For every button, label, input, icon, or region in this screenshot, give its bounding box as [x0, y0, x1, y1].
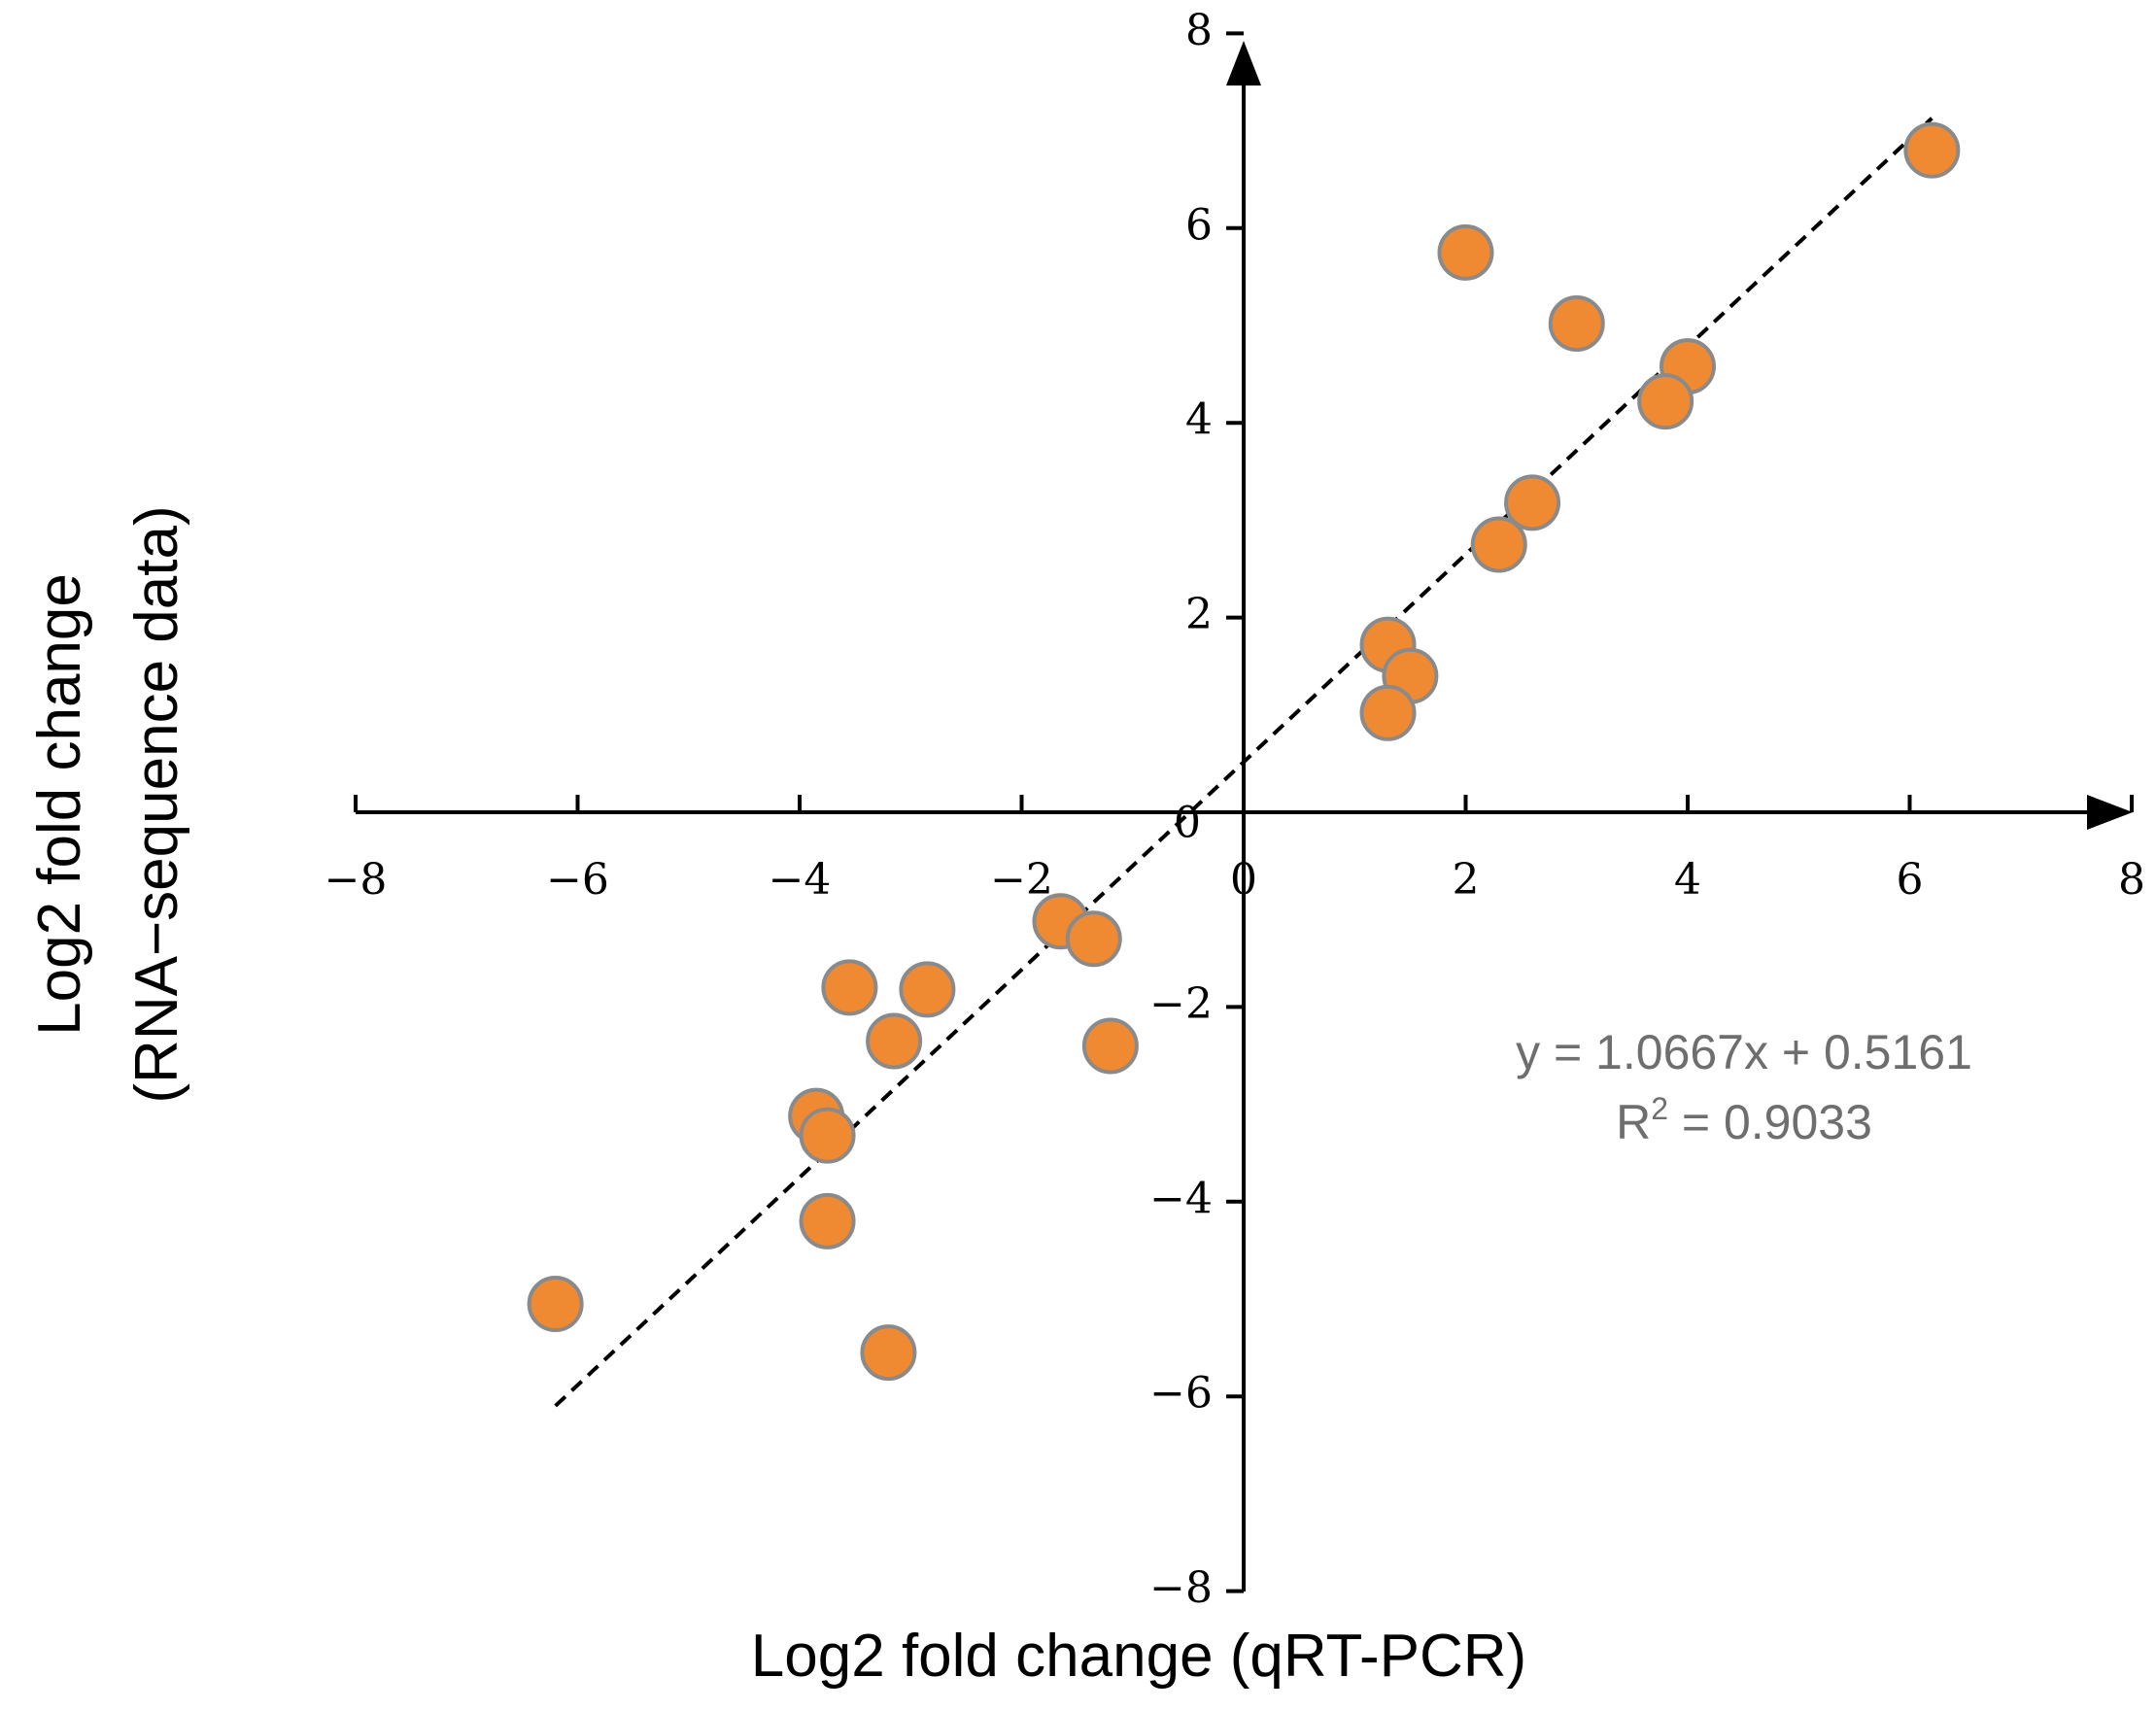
y-tick-label: −4 — [1149, 1174, 1213, 1223]
y-tick-label: 4 — [1185, 395, 1213, 445]
x-axis-title: Log2 fold change (qRT-PCR) — [751, 1623, 1526, 1690]
x-tick-label: −4 — [769, 855, 832, 905]
data-point — [860, 1324, 917, 1382]
x-tick-label: −2 — [990, 855, 1053, 905]
y-tick-label: −8 — [1149, 1563, 1213, 1613]
r-squared-value: = 0.9033 — [1668, 1095, 1872, 1149]
x-tick-label: −8 — [325, 855, 388, 905]
axes: −8 −6 −4 −2 0 2 4 6 8 −8 −6 −4 −2 2 4 6 8 — [325, 6, 2145, 1613]
data-point — [1504, 474, 1561, 531]
data-point — [899, 961, 956, 1018]
y-axis-arrowhead — [1226, 41, 1261, 86]
data-point — [1548, 294, 1605, 352]
r-squared-superscript: 2 — [1651, 1091, 1668, 1126]
x-tick-label: 2 — [1453, 855, 1480, 905]
data-points — [527, 121, 1961, 1382]
data-point — [1081, 1017, 1139, 1075]
x-tick-label: 4 — [1674, 855, 1701, 905]
y-axis-title-line1: Log2 fold change — [26, 573, 93, 1036]
data-point — [1437, 223, 1494, 281]
data-point — [821, 959, 878, 1016]
x-axis-arrowhead — [2087, 795, 2133, 830]
x-tick-label: −6 — [546, 855, 609, 905]
y-tick-label: −6 — [1149, 1369, 1213, 1419]
equation-text: y = 1.0667x + 0.5161 — [1516, 1025, 1972, 1079]
data-point — [799, 1192, 856, 1249]
x-axis-ticks: −8 −6 −4 −2 0 2 4 6 8 — [325, 795, 2145, 905]
data-point — [799, 1107, 856, 1164]
data-point — [866, 1012, 923, 1070]
x-tick-label: 6 — [1897, 855, 1924, 905]
y-tick-label: 6 — [1185, 200, 1213, 250]
data-point — [527, 1276, 584, 1333]
y-tick-label: 8 — [1185, 6, 1213, 55]
y-axis-ticks: −8 −6 −4 −2 2 4 6 8 — [1149, 6, 1244, 1613]
r-squared-text: R2 = 0.9033 — [1616, 1091, 1872, 1149]
data-point — [1065, 910, 1122, 968]
y-axis-title: Log2 fold change (RNA−sequence data) — [26, 505, 190, 1103]
y-tick-label: −2 — [1149, 979, 1213, 1029]
data-point — [1359, 684, 1417, 741]
data-point — [1903, 121, 1961, 179]
r-squared-prefix: R — [1616, 1095, 1651, 1149]
origin-label: 0 — [1174, 799, 1201, 848]
trendline — [554, 117, 1934, 1408]
x-tick-label: 0 — [1230, 855, 1257, 905]
y-tick-label: 2 — [1185, 590, 1213, 639]
y-axis-title-line2: (RNA−sequence data) — [123, 505, 190, 1103]
x-tick-label: 8 — [2118, 855, 2145, 905]
data-point — [1637, 373, 1694, 430]
data-point — [1470, 516, 1527, 573]
